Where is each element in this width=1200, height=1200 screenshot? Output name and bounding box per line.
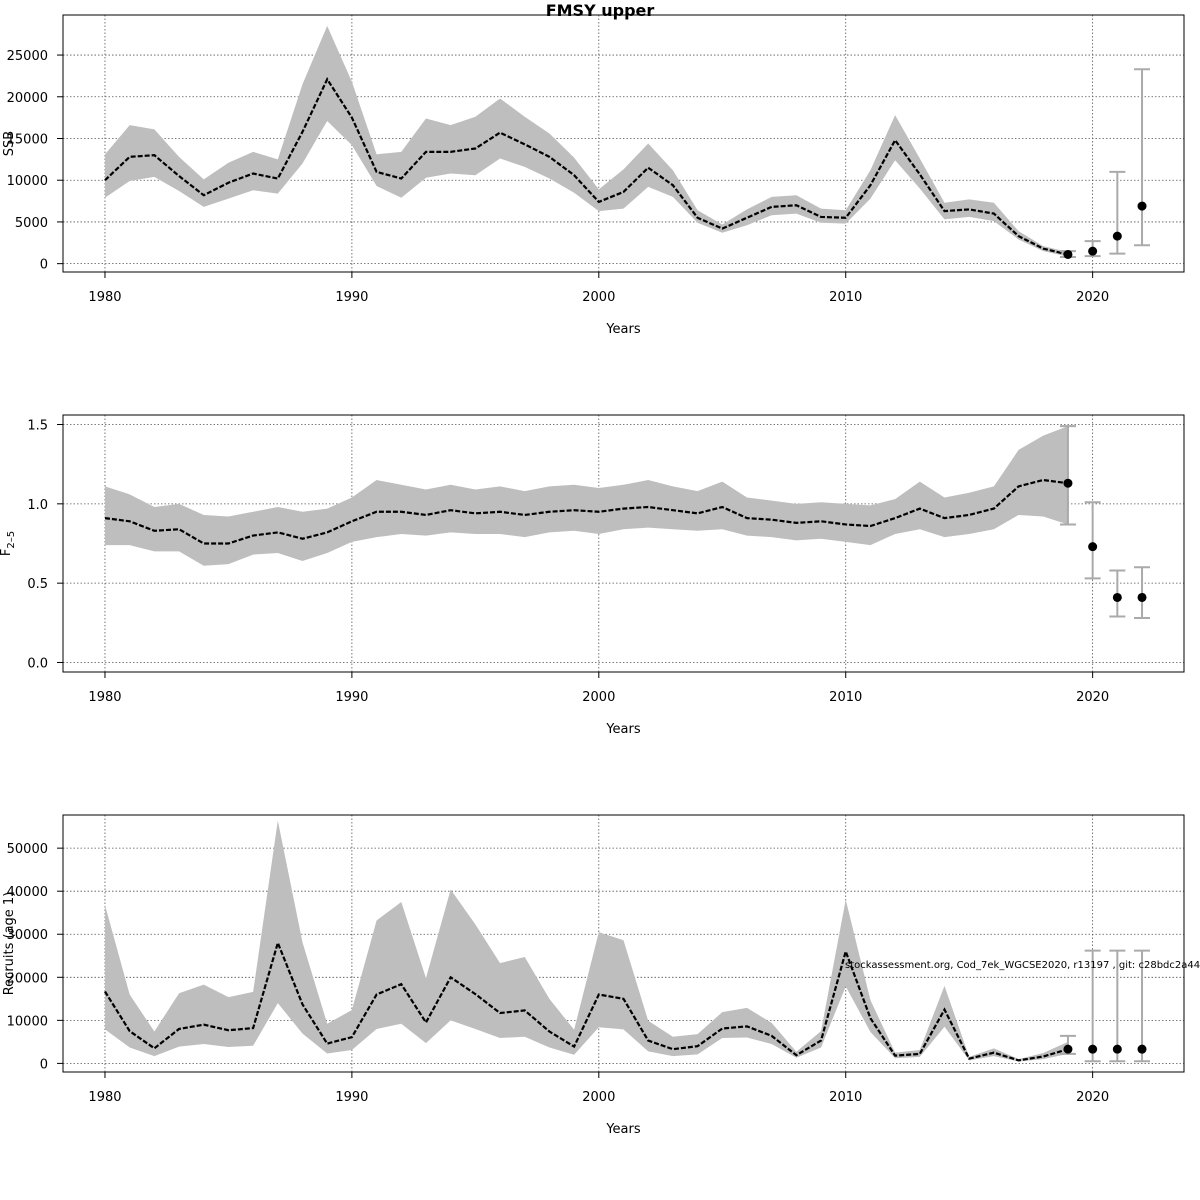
estimate-line <box>104 939 1069 1062</box>
forecast-point <box>1137 201 1147 211</box>
forecast-point <box>1112 592 1122 602</box>
y-axis-title: Recruits (age 1) <box>2 892 17 996</box>
y-tick-label: 25000 <box>7 49 48 64</box>
x-tick-label: 2000 <box>582 1090 615 1105</box>
estimate-line <box>104 478 1069 545</box>
figure-title: FMSY upper <box>546 1 655 20</box>
y-tick-label: 20000 <box>7 91 48 106</box>
recruitment-panel: 1980 1990 2000 2010 2020 0 10000 20000 30000 4000… <box>2 814 1185 1137</box>
y-tick-label: 0.0 <box>27 656 48 671</box>
x-tick-label: 2020 <box>1076 1090 1109 1105</box>
forecast-point <box>1137 1044 1147 1054</box>
x-tick-label: 1980 <box>88 690 121 705</box>
y-tick-label: 40000 <box>7 885 48 900</box>
x-tick-label: 2010 <box>829 690 862 705</box>
y-tick-label: 0 <box>40 258 48 273</box>
y-tick-label: 0.5 <box>27 577 48 592</box>
forecast-point <box>1112 231 1122 241</box>
source-annotation: stockassessment.org, Cod_7ek_WGCSE2020, … <box>845 960 1200 971</box>
x-tick-label: 2020 <box>1076 690 1109 705</box>
x-tick-label: 1990 <box>335 290 368 305</box>
forecast-point <box>1088 246 1098 256</box>
x-tick-label: 2000 <box>582 290 615 305</box>
y-tick-label: 50000 <box>7 842 48 857</box>
y-tick-label: 20000 <box>7 971 48 986</box>
forecast-point <box>1063 249 1073 259</box>
y-tick-label: 1.0 <box>27 498 48 513</box>
x-axis-title: Years <box>605 1122 641 1137</box>
x-tick-label: 1980 <box>88 290 121 305</box>
fishing-mortality-panel: 1980 1990 2000 2010 2020 0.0 0.5 1.0 1.5 Years F2–… <box>0 414 1185 737</box>
y-tick-label: 10000 <box>7 174 48 189</box>
x-tick-label: 2010 <box>829 1090 862 1105</box>
y-tick-label: 30000 <box>7 928 48 943</box>
forecast-point <box>1063 1044 1073 1054</box>
x-tick-label: 1990 <box>335 1090 368 1105</box>
forecast-point <box>1088 542 1098 552</box>
plot-frame <box>62 14 1185 273</box>
y-tick-label: 1.5 <box>27 419 48 434</box>
x-tick-label: 2010 <box>829 290 862 305</box>
y-tick-label: 15000 <box>7 132 48 147</box>
forecast-point <box>1088 1044 1098 1054</box>
forecast-point <box>1137 592 1147 602</box>
confidence-band <box>104 25 1068 257</box>
plot-frame <box>62 814 1185 1073</box>
forecast-point <box>1112 1044 1122 1054</box>
estimate-line <box>104 76 1069 256</box>
y-axis-title: SSB <box>2 131 17 156</box>
confidence-band <box>104 820 1068 1062</box>
y-tick-label: 0 <box>40 1057 48 1072</box>
ssb-panel: 1980 1990 2000 2010 2020 0 5000 10000 15000 20000… <box>2 14 1185 337</box>
y-tick-label: 10000 <box>7 1014 48 1029</box>
x-tick-label: 1980 <box>88 1090 121 1105</box>
y-axis-title: F2–5 <box>0 531 17 556</box>
x-tick-label: 2000 <box>582 690 615 705</box>
y-tick-label: 5000 <box>15 216 48 231</box>
x-axis-title: Years <box>605 722 641 737</box>
forecast-point <box>1063 478 1073 488</box>
plot-frame <box>62 414 1185 673</box>
confidence-band <box>104 426 1068 566</box>
x-axis-title: Years <box>605 322 641 337</box>
x-tick-label: 1990 <box>335 690 368 705</box>
x-tick-label: 2020 <box>1076 290 1109 305</box>
